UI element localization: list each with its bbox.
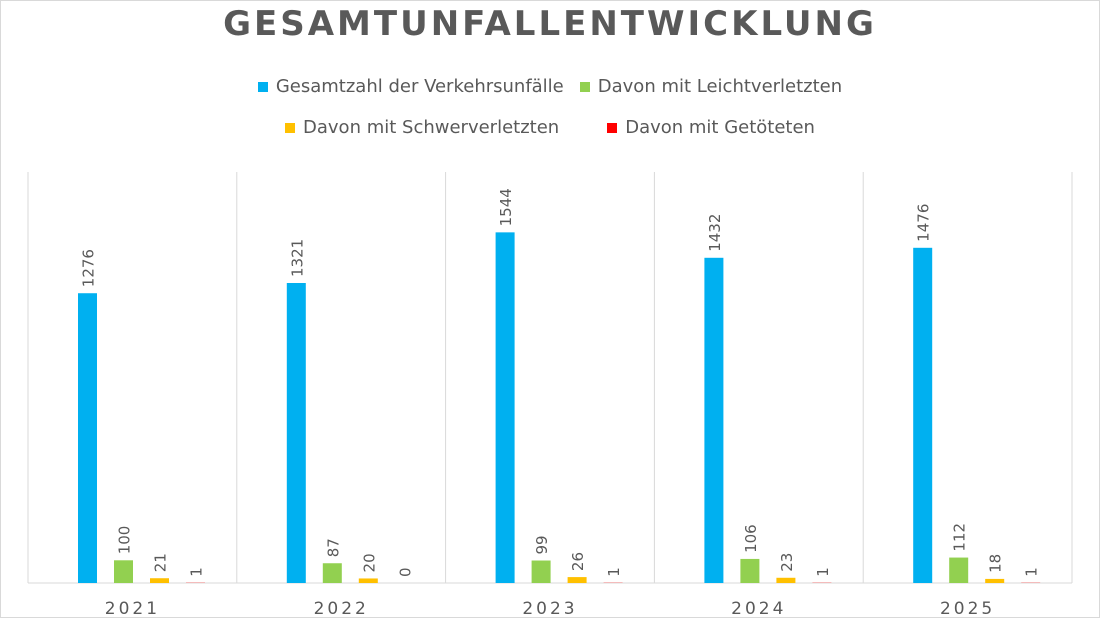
category-label-2021: 2021: [105, 599, 160, 618]
data-label-2024-series-2: 23: [778, 553, 796, 572]
legend-item-light: Davon mit Leichtverletzten: [579, 76, 843, 97]
legend-swatch-light: [579, 81, 590, 92]
legend-row-1: Gesamtzahl der Verkehrsunfälle Davon mit…: [0, 76, 1100, 97]
data-label-2024-series-3: 1: [814, 567, 832, 577]
legend-item-severe: Davon mit Schwerverletzten: [285, 117, 559, 138]
data-label-2024-series-0: 1432: [706, 214, 724, 252]
data-label-2022-series-2: 20: [360, 553, 378, 572]
bar-2021-series-1: [114, 560, 133, 583]
bar-2021-series-2: [150, 578, 169, 583]
data-label-2022-series-0: 1321: [288, 239, 306, 277]
legend-item-total: Gesamtzahl der Verkehrsunfälle: [257, 76, 564, 97]
legend-swatch-fatal: [607, 122, 618, 133]
category-label-2024: 2024: [731, 599, 786, 618]
legend-item-fatal: Davon mit Getöteten: [607, 117, 815, 138]
bar-2022-series-0: [286, 283, 306, 583]
bar-2025-series-1: [949, 557, 969, 583]
data-label-2025-series-1: 112: [951, 523, 969, 552]
legend-label-total: Gesamtzahl der Verkehrsunfälle: [275, 76, 564, 97]
data-label-2021-series-0: 1276: [80, 249, 98, 287]
data-label-2021-series-2: 21: [152, 553, 170, 572]
data-label-2025-series-0: 1476: [915, 204, 933, 242]
data-label-2025-series-2: 18: [987, 554, 1005, 573]
legend-row-2: Davon mit Schwerverletzten Davon mit Get…: [0, 117, 1100, 138]
legend-swatch-severe: [285, 122, 296, 133]
bar-2023-series-1: [531, 560, 551, 583]
bar-2022-series-2: [358, 578, 378, 583]
bar-2021-series-0: [78, 293, 97, 583]
data-label-2022-series-3: 0: [396, 567, 414, 577]
bar-2022-series-1: [322, 563, 342, 583]
data-label-2023-series-2: 26: [569, 552, 587, 571]
bar-2025-series-2: [985, 578, 1005, 583]
bar-2025-series-0: [913, 247, 933, 583]
bar-2023-series-2: [567, 577, 587, 583]
category-label-2023: 2023: [522, 599, 577, 618]
category-label-2025: 2025: [940, 599, 995, 618]
legend-label-light: Davon mit Leichtverletzten: [597, 76, 843, 97]
bar-2024-series-2: [776, 577, 796, 583]
category-label-2022: 2022: [314, 599, 369, 618]
legend-swatch-total: [257, 81, 268, 92]
legend-label-severe: Davon mit Schwerverletzten: [303, 117, 560, 138]
data-label-2023-series-1: 99: [533, 535, 551, 554]
bar-2024-series-1: [740, 558, 760, 583]
data-label-2023-series-3: 1: [605, 567, 623, 577]
legend-label-fatal: Davon mit Getöteten: [625, 117, 815, 138]
data-label-2024-series-1: 106: [742, 524, 760, 553]
data-label-2021-series-3: 1: [188, 567, 206, 577]
bar-2024-series-0: [704, 257, 724, 583]
data-label-2025-series-3: 1: [1023, 567, 1041, 577]
chart-title: GESAMTUNFALLENTWICKLUNG: [223, 4, 877, 44]
data-label-2023-series-0: 1544: [497, 188, 515, 226]
data-label-2022-series-1: 87: [324, 538, 342, 557]
bar-2023-series-0: [495, 232, 515, 583]
data-label-2021-series-1: 100: [116, 526, 134, 555]
